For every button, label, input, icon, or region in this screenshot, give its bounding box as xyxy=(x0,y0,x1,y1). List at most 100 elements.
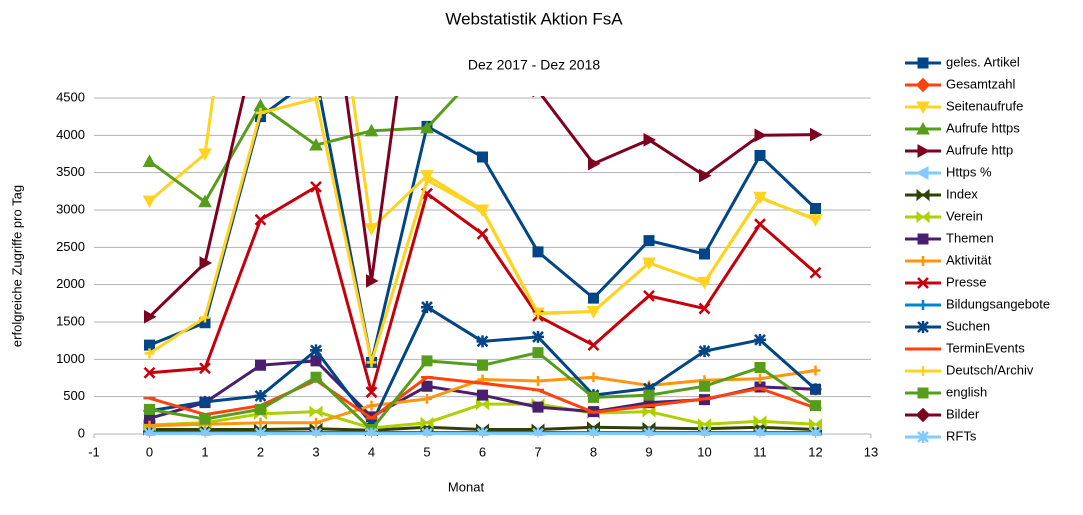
marker xyxy=(477,151,488,163)
marker xyxy=(309,405,323,418)
legend-marker xyxy=(917,277,929,289)
x-tick-label: 12 xyxy=(808,444,822,459)
legend-label: Bildungsangebote xyxy=(946,296,1050,311)
marker xyxy=(255,359,266,371)
marker xyxy=(643,235,655,247)
x-tick-label: 9 xyxy=(645,444,652,459)
legend-label: Https % xyxy=(946,164,992,179)
legend-label: Index xyxy=(946,186,978,201)
x-tick-label: 8 xyxy=(590,444,597,459)
legend-item: Bilder xyxy=(905,406,980,423)
x-tick-label: 2 xyxy=(257,444,264,459)
legend-label: Deutsch/Archiv xyxy=(946,362,1034,377)
y-tick-label: 3500 xyxy=(56,164,85,179)
marker xyxy=(588,292,599,304)
series xyxy=(144,96,821,368)
marker xyxy=(199,413,211,425)
series-line xyxy=(148,96,459,204)
marker xyxy=(199,395,211,408)
marker xyxy=(311,96,321,104)
marker xyxy=(699,47,711,58)
marker xyxy=(755,193,765,204)
marker xyxy=(699,277,710,288)
marker xyxy=(477,359,488,371)
legend-marker xyxy=(917,57,929,69)
marker xyxy=(254,389,267,402)
x-tick-label: 3 xyxy=(312,444,319,459)
marker xyxy=(699,248,710,260)
legend-label: Gesamtzahl xyxy=(946,76,1015,91)
marker xyxy=(365,54,378,67)
legend-marker xyxy=(915,407,931,423)
marker xyxy=(810,203,821,215)
marker xyxy=(754,427,766,436)
legend-item: Index xyxy=(905,186,978,201)
marker xyxy=(809,427,822,436)
marker xyxy=(532,347,544,359)
marker xyxy=(643,32,655,43)
marker xyxy=(364,123,379,137)
marker xyxy=(754,218,766,231)
legend-marker xyxy=(918,366,928,376)
marker xyxy=(421,380,433,392)
y-tick-label: 4000 xyxy=(56,127,85,142)
x-axis-label: Monat xyxy=(448,479,485,494)
legend-label: RFTs xyxy=(946,428,977,443)
marker xyxy=(532,96,536,98)
x-tick-label: 11 xyxy=(753,444,767,459)
marker xyxy=(476,427,489,436)
marker xyxy=(199,256,213,270)
marker xyxy=(588,391,599,403)
marker xyxy=(420,120,434,134)
y-tick-label: 0 xyxy=(78,425,85,440)
legend-marker xyxy=(916,188,930,202)
legend: geles. Artikel Gesamtzahl Seitenaufrufe Auf… xyxy=(905,54,1050,443)
legend-item: Deutsch/Archiv xyxy=(905,362,1034,377)
legend-label: Presse xyxy=(946,274,986,289)
marker xyxy=(532,246,544,258)
marker xyxy=(477,205,488,216)
marker xyxy=(809,383,822,396)
marker xyxy=(477,389,488,401)
legend-item: TerminEvents xyxy=(905,340,1025,355)
marker xyxy=(364,223,379,236)
chart-subtitle: Dez 2017 - Dez 2018 xyxy=(468,57,601,73)
x-tick-label: 13 xyxy=(864,444,878,459)
marker xyxy=(200,312,210,323)
legend-item: Verein xyxy=(905,208,983,223)
marker xyxy=(810,365,821,376)
legend-item: Aktivität xyxy=(905,252,992,267)
legend-label: Seitenaufrufe xyxy=(946,98,1023,113)
marker xyxy=(533,308,543,319)
marker xyxy=(532,40,544,51)
plot-area xyxy=(142,10,823,436)
series xyxy=(144,96,823,324)
marker xyxy=(644,258,654,269)
marker xyxy=(643,289,655,302)
series xyxy=(144,347,821,436)
marker xyxy=(310,180,322,193)
marker xyxy=(643,132,657,147)
legend-label: Suchen xyxy=(946,318,990,333)
marker xyxy=(532,427,544,436)
legend-label: Themen xyxy=(946,230,994,245)
marker xyxy=(144,309,157,324)
marker xyxy=(754,362,766,374)
y-axis-label: erfolgreiche Zugriffe pro Tag xyxy=(9,185,24,347)
marker xyxy=(699,168,712,183)
marker xyxy=(532,330,544,343)
marker xyxy=(754,10,766,21)
legend-marker xyxy=(916,101,930,115)
marker xyxy=(754,128,768,143)
marker xyxy=(754,333,766,346)
legend-label: Bilder xyxy=(946,406,980,421)
legend-marker xyxy=(917,321,929,333)
marker xyxy=(810,127,823,142)
marker xyxy=(643,382,655,395)
marker xyxy=(810,400,821,412)
legend-marker xyxy=(915,77,931,93)
legend-marker xyxy=(917,233,929,245)
marker xyxy=(532,401,544,413)
